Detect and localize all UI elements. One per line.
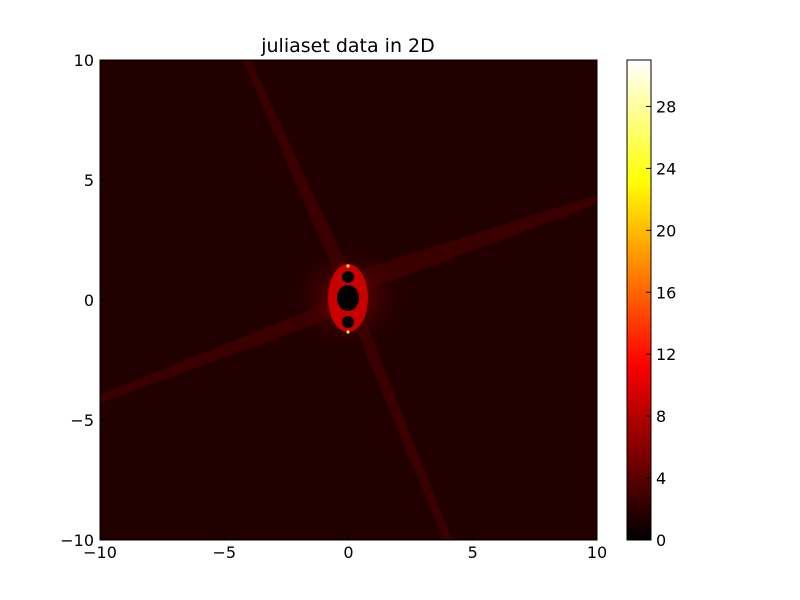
- heatmap-highlight-top: [346, 264, 350, 268]
- heatmap-streak-lower: [350, 315, 452, 540]
- colorbar-tick-label: 12: [656, 345, 676, 364]
- colorbar-gradient: [626, 59, 652, 541]
- y-tick-label: 0: [84, 291, 94, 310]
- heatmap-streak-upper: [243, 60, 355, 285]
- colorbar-tick-label: 20: [656, 221, 676, 240]
- y-tick-label: −10: [60, 531, 94, 550]
- heatmap-core-lower: [342, 316, 354, 328]
- x-axis: −10 −5 0 5 10: [83, 534, 607, 562]
- heatmap-streak-right: [360, 195, 597, 292]
- colorbar-tick-label: 28: [656, 97, 676, 116]
- colorbar-ticks: [646, 105, 651, 541]
- x-tick-label: −5: [212, 543, 236, 562]
- y-axis: 10 5 0 −5 −10: [60, 51, 106, 550]
- colorbar-tick-label: 4: [656, 469, 666, 488]
- colorbar-tick-label: 0: [656, 531, 666, 550]
- x-tick-label: −10: [83, 543, 117, 562]
- heatmap-highlight-bottom: [346, 330, 350, 334]
- heatmap-streak-left: [100, 300, 340, 403]
- y-tick-label: 10: [74, 51, 94, 70]
- colorbar: 0 4 8 12 16 20 24 28: [626, 59, 676, 550]
- chart-title: juliaset data in 2D: [260, 35, 435, 57]
- colorbar-tick-label: 8: [656, 407, 666, 426]
- y-tick-label: 5: [84, 171, 94, 190]
- plot-area: [100, 60, 597, 540]
- x-tick-label: 10: [587, 543, 607, 562]
- x-tick-label: 5: [468, 543, 478, 562]
- colorbar-tick-label: 24: [656, 159, 676, 178]
- colorbar-tick-label: 16: [656, 283, 676, 302]
- y-tick-label: −5: [70, 411, 94, 430]
- x-tick-label: 0: [343, 543, 353, 562]
- heatmap-core-upper: [342, 271, 354, 283]
- heatmap-core-center: [337, 285, 359, 311]
